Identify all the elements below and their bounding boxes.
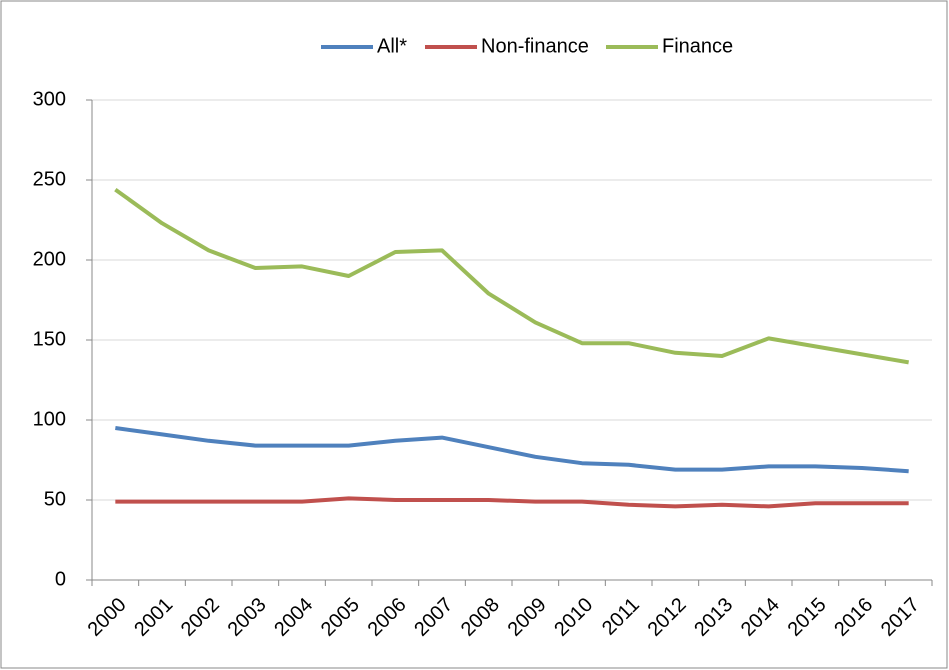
y-tick-label: 100: [33, 408, 66, 430]
y-tick-label: 0: [55, 568, 66, 590]
series-line: [114, 187, 910, 365]
series-line: [115, 426, 909, 474]
y-tick-label: 150: [33, 328, 66, 350]
legend-label: Non-finance: [481, 35, 589, 57]
y-tick-label: 300: [33, 88, 66, 110]
series-line: [115, 496, 909, 509]
y-tick-label: 250: [33, 168, 66, 190]
legend-label: All*: [377, 35, 407, 57]
legend-label: Finance: [662, 35, 733, 57]
y-tick-label: 200: [33, 248, 66, 270]
y-tick-label: 50: [44, 488, 66, 510]
